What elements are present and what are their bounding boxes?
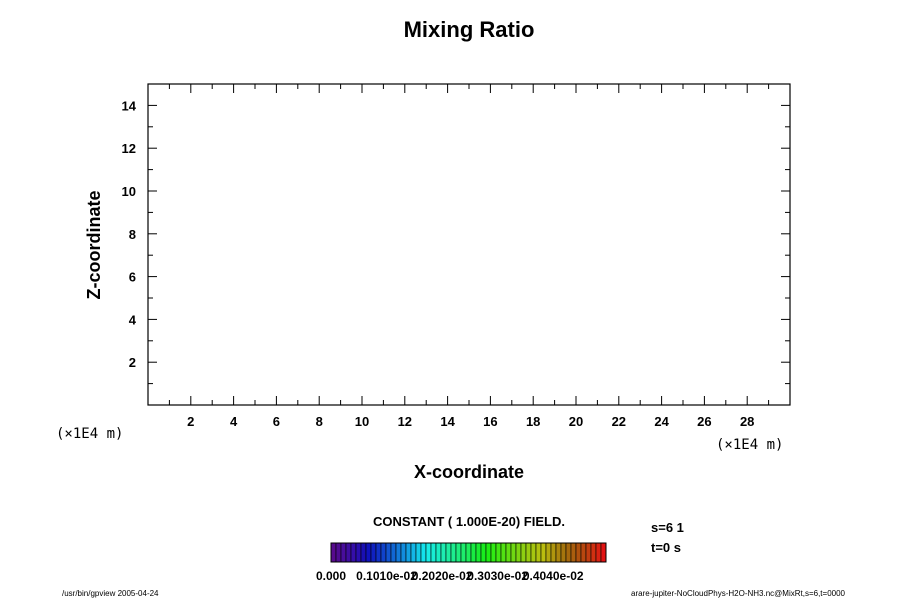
y-tick-labels: 2 4 6 8 10 12 14 <box>122 98 137 370</box>
y-tick-label: 2 <box>129 355 136 370</box>
colorbar-segment <box>400 542 407 563</box>
colorbar-segment <box>580 542 587 563</box>
chart-title: Mixing Ratio <box>404 17 535 42</box>
colorbar-segment <box>575 542 582 563</box>
colorbar-segment <box>330 542 337 563</box>
colorbar-segment <box>565 542 572 563</box>
colorbar-segment <box>360 542 367 563</box>
x-tick-label: 14 <box>440 414 455 429</box>
colorbar-segment <box>430 542 437 563</box>
colorbar-segment <box>465 542 472 563</box>
colorbar-segment <box>480 542 487 563</box>
colorbar-segment <box>425 542 432 563</box>
colorbar-segment <box>585 542 592 563</box>
colorbar-segment <box>545 542 552 563</box>
colorbar-segment <box>535 542 542 563</box>
colorbar-tick-label: 0.3030e-02 <box>467 569 528 583</box>
colorbar-segment <box>420 542 427 563</box>
colorbar <box>330 542 607 563</box>
y-tick-label: 14 <box>122 98 137 113</box>
colorbar-segment <box>335 542 342 563</box>
colorbar-frame <box>330 542 607 563</box>
colorbar-segment <box>350 542 357 563</box>
y-tick-label: 8 <box>129 227 136 242</box>
x-tick-label: 10 <box>355 414 369 429</box>
x-tick-label: 26 <box>697 414 711 429</box>
x-tick-label: 20 <box>569 414 583 429</box>
x-tick-label: 4 <box>230 414 238 429</box>
y-tick-label: 10 <box>122 184 136 199</box>
colorbar-segment <box>410 542 417 563</box>
colorbar-segment <box>385 542 392 563</box>
colorbar-segment <box>505 542 512 563</box>
colorbar-segment <box>530 542 537 563</box>
colorbar-tick-labels: 0.000 0.1010e-020.2020e-020.3030e-020.404… <box>316 569 584 583</box>
colorbar-segment <box>560 542 567 563</box>
colorbar-segment <box>460 542 467 563</box>
colorbar-segment <box>440 542 447 563</box>
constant-field-note: CONSTANT ( 1.000E-20) FIELD. <box>373 514 565 529</box>
y-tick-label: 6 <box>129 270 136 285</box>
colorbar-segment <box>485 542 492 563</box>
colorbar-segment <box>540 542 547 563</box>
colorbar-segment <box>500 542 507 563</box>
y-tick-label: 4 <box>129 312 137 327</box>
colorbar-segment <box>405 542 412 563</box>
x-tick-label: 8 <box>316 414 323 429</box>
colorbar-segment <box>590 542 597 563</box>
colorbar-tick-label: 0.4040e-02 <box>523 569 584 583</box>
x-tick-label: 28 <box>740 414 754 429</box>
x-tick-label: 24 <box>654 414 669 429</box>
colorbar-segment <box>515 542 522 563</box>
x-tick-label: 18 <box>526 414 540 429</box>
x-tick-label: 22 <box>612 414 626 429</box>
colorbar-segment <box>550 542 557 563</box>
x-axis-unit: (×1E4 m) <box>716 437 783 453</box>
x-tick-label: 12 <box>398 414 412 429</box>
colorbar-segment <box>600 542 607 563</box>
colorbar-segment <box>595 542 602 563</box>
axis-ticks <box>148 84 790 405</box>
colorbar-tick-label: 0.000 <box>316 569 346 583</box>
colorbar-segment <box>455 542 462 563</box>
colorbar-segment <box>520 542 527 563</box>
colorbar-segment <box>365 542 372 563</box>
colorbar-segment <box>340 542 347 563</box>
footer-right: arare-jupiter-NoCloudPhys-H2O-NH3.nc@Mix… <box>631 589 846 598</box>
colorbar-segment <box>445 542 452 563</box>
colorbar-segment <box>570 542 577 563</box>
colorbar-tick-label: 0.1010e-02 <box>356 569 417 583</box>
colorbar-segment <box>495 542 502 563</box>
x-tick-label: 2 <box>187 414 194 429</box>
colorbar-segment <box>435 542 442 563</box>
x-tick-labels: 2 4 6 8 10 12 14 16 18 20 22 24 26 28 <box>187 414 754 429</box>
colorbar-segment <box>490 542 497 563</box>
colorbar-segment <box>375 542 382 563</box>
colorbar-segment <box>525 542 532 563</box>
colorbar-segment <box>415 542 422 563</box>
colorbar-segment <box>370 542 377 563</box>
colorbar-segment <box>450 542 457 563</box>
y-tick-label: 12 <box>122 141 136 156</box>
x-tick-label: 16 <box>483 414 497 429</box>
colorbar-segment <box>395 542 402 563</box>
y-axis-label: Z-coordinate <box>84 190 104 299</box>
y-axis-unit: (×1E4 m) <box>56 426 123 442</box>
colorbar-segment <box>475 542 482 563</box>
colorbar-segment <box>380 542 387 563</box>
step-label: s=6 1 <box>651 520 684 535</box>
colorbar-segment <box>355 542 362 563</box>
x-tick-label: 6 <box>273 414 280 429</box>
colorbar-segment <box>390 542 397 563</box>
colorbar-tick-label: 0.2020e-02 <box>412 569 473 583</box>
footer-left: /usr/bin/gpview 2005-04-24 <box>62 589 159 598</box>
colorbar-segment <box>345 542 352 563</box>
colorbar-segment <box>470 542 477 563</box>
x-axis-label: X-coordinate <box>414 462 524 482</box>
time-label: t=0 s <box>651 540 681 555</box>
plot-frame <box>147 83 791 406</box>
colorbar-segment <box>510 542 517 563</box>
colorbar-segment <box>555 542 562 563</box>
